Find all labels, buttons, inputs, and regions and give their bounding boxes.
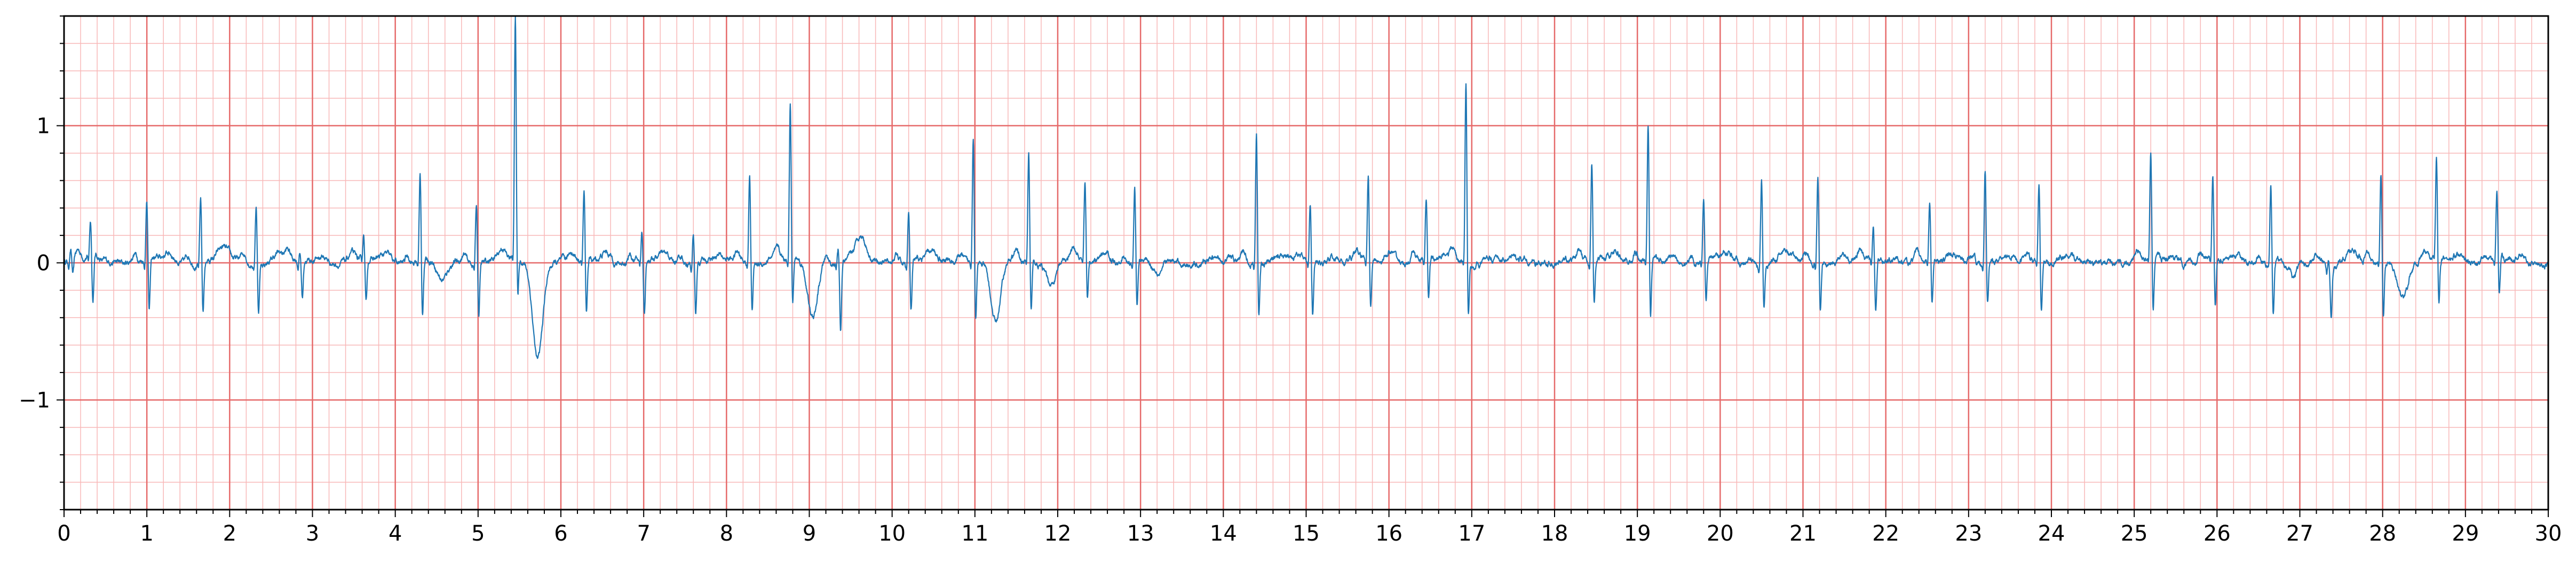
x-tick-label: 24 [2038, 521, 2065, 546]
x-tick-label: 5 [471, 521, 485, 546]
x-tick-label: 9 [803, 521, 816, 546]
x-tick-label: 22 [1872, 521, 1899, 546]
x-tick-label: 0 [57, 521, 70, 546]
x-tick-label: 17 [1458, 521, 1485, 546]
x-tick-label: 15 [1293, 521, 1320, 546]
x-tick-label: 8 [720, 521, 733, 546]
x-tick-label: 18 [1541, 521, 1568, 546]
x-tick-label: 11 [961, 521, 988, 546]
x-tick-label: 10 [878, 521, 906, 546]
x-tick-label: 25 [2121, 521, 2148, 546]
x-tick-label: 28 [2369, 521, 2396, 546]
x-tick-label: 21 [1789, 521, 1817, 546]
y-tick-label: −1 [19, 388, 50, 413]
x-tick-label: 3 [306, 521, 319, 546]
x-tick-label: 20 [1707, 521, 1734, 546]
x-tick-label: 14 [1210, 521, 1237, 546]
x-tick-label: 12 [1044, 521, 1072, 546]
x-tick-label: 23 [1955, 521, 1982, 546]
x-tick-label: 30 [2535, 521, 2562, 546]
x-tick-label: 19 [1624, 521, 1651, 546]
x-tick-label: 16 [1375, 521, 1402, 546]
y-axis: 1 0 −1 [19, 15, 64, 510]
x-tick-label: 1 [140, 521, 153, 546]
x-tick-label: 4 [389, 521, 402, 546]
x-tick-label: 27 [2286, 521, 2313, 546]
x-tick-label: 7 [637, 521, 650, 546]
y-tick-label: 0 [37, 251, 50, 276]
y-tick-label: 1 [37, 114, 50, 139]
x-tick-label: 29 [2452, 521, 2479, 546]
ecg-series-line [63, 16, 2549, 359]
x-tick-label: 13 [1127, 521, 1154, 546]
x-tick-label: 2 [223, 521, 236, 546]
series-layer [63, 16, 2549, 359]
x-tick-label: 6 [554, 521, 567, 546]
x-tick-label: 26 [2204, 521, 2231, 546]
x-axis: 0 1 2 3 4 5 6 7 8 9 10 11 12 13 14 15 16 17 18 19 20 21 22 23 24… [57, 510, 2562, 546]
